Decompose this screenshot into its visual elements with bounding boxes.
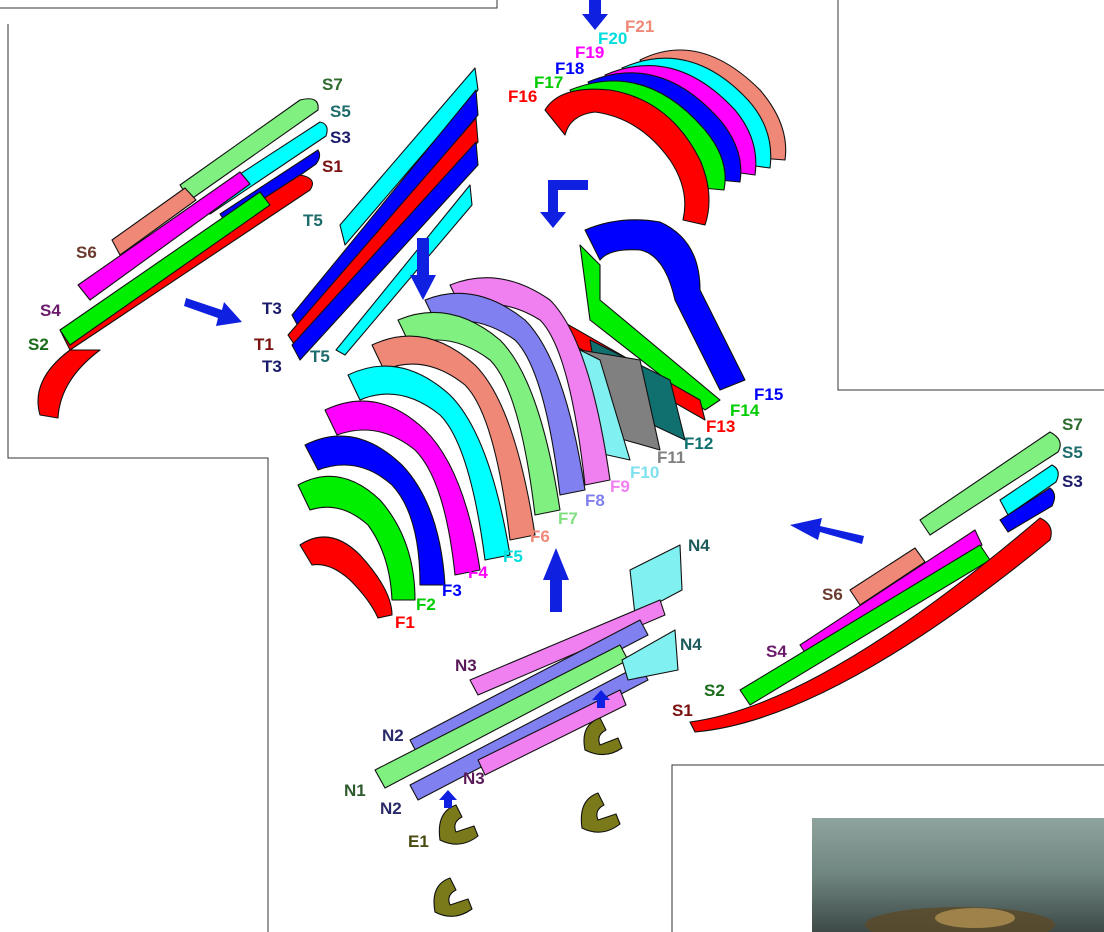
- arrow-bracket-down: [540, 180, 588, 228]
- label-s5-right: S5: [1062, 443, 1083, 462]
- hook-e1: [439, 805, 478, 844]
- label-t1: T1: [254, 335, 274, 354]
- label-s3-right: S3: [1062, 472, 1083, 491]
- label-n2-bottom: N2: [380, 799, 402, 818]
- label-f8: F8: [585, 491, 605, 510]
- label-f6: F6: [530, 527, 550, 546]
- label-n2-top: N2: [382, 726, 404, 745]
- label-f15: F15: [754, 385, 783, 404]
- label-f10: F10: [630, 463, 659, 482]
- ring-f1: [300, 537, 392, 618]
- hook-e-3: [434, 878, 472, 916]
- photo-thumbnail: [812, 818, 1104, 932]
- label-f20: F20: [598, 29, 627, 48]
- label-f1: F1: [395, 613, 415, 632]
- label-f11: F11: [657, 448, 685, 467]
- label-s7-left: S7: [322, 75, 343, 94]
- label-s1-left: S1: [322, 157, 343, 176]
- label-s4-left: S4: [40, 301, 61, 320]
- label-e1: E1: [408, 832, 429, 851]
- label-t5-top: T5: [303, 211, 323, 230]
- label-n4-bottom: N4: [680, 635, 702, 654]
- label-s2-left: S2: [28, 335, 49, 354]
- label-f12: F12: [684, 434, 713, 453]
- label-f16: F16: [508, 87, 537, 106]
- label-f21: F21: [625, 17, 654, 36]
- arrow-left-to-center: [184, 298, 242, 326]
- strip-s2-right: [740, 545, 990, 705]
- label-f5: F5: [503, 547, 523, 566]
- label-s7-right: S7: [1062, 415, 1083, 434]
- strip-s1-curve-left: [38, 350, 100, 418]
- label-t3-bottom: T3: [262, 357, 282, 376]
- label-s3-left: S3: [330, 128, 351, 147]
- label-s4-right: S4: [766, 642, 787, 661]
- label-f7: F7: [558, 509, 578, 528]
- label-f2: F2: [416, 595, 436, 614]
- label-f4: F4: [468, 563, 488, 582]
- label-t5-bottom: T5: [310, 347, 330, 366]
- label-n3-bottom: N3: [463, 769, 485, 788]
- arrow-up-n-stack: [543, 548, 569, 612]
- arrow-down-top: [582, 0, 608, 30]
- label-s5-left: S5: [330, 102, 351, 121]
- label-n3-top: N3: [455, 656, 477, 675]
- top-right-panel-frame: [838, 0, 1104, 390]
- label-f9: F9: [610, 477, 630, 496]
- top-left-frame-edge: [0, 0, 497, 8]
- label-s1-right: S1: [672, 701, 693, 720]
- right-s-stack: [690, 432, 1060, 732]
- label-s6-left: S6: [76, 243, 97, 262]
- arrow-right-to-center: [790, 518, 864, 544]
- label-s6-right: S6: [822, 585, 843, 604]
- label-t3-top: T3: [262, 299, 282, 318]
- label-n4-top: N4: [688, 536, 710, 555]
- label-f3: F3: [442, 581, 462, 600]
- label-s2-right: S2: [704, 681, 725, 700]
- label-n1: N1: [344, 781, 366, 800]
- hook-e-2: [581, 793, 620, 832]
